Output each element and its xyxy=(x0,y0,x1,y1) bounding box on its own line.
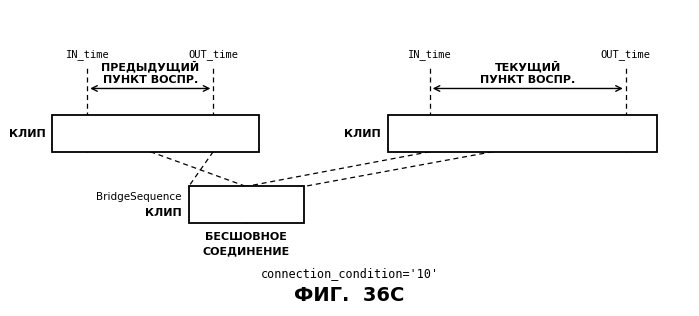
Text: ПУНКТ ВОСПР.: ПУНКТ ВОСПР. xyxy=(103,75,198,85)
Text: КЛИП: КЛИП xyxy=(8,129,45,138)
Bar xyxy=(52,115,259,152)
Text: connection_condition='10': connection_condition='10' xyxy=(261,267,438,280)
Text: IN_time: IN_time xyxy=(408,49,452,60)
Bar xyxy=(189,186,304,223)
Text: ФИГ.  36C: ФИГ. 36C xyxy=(294,286,405,305)
Text: КЛИП: КЛИП xyxy=(344,129,381,138)
Text: ПУНКТ ВОСПР.: ПУНКТ ВОСПР. xyxy=(480,75,575,85)
Text: СОЕДИНЕНИЕ: СОЕДИНЕНИЕ xyxy=(203,246,290,257)
Text: КЛИП: КЛИП xyxy=(145,208,182,217)
Text: BridgeSequence: BridgeSequence xyxy=(96,192,182,202)
Text: OUT_time: OUT_time xyxy=(600,49,651,60)
Text: ПРЕДЫДУЩИЙ: ПРЕДЫДУЩИЙ xyxy=(101,61,199,73)
Text: БЕСШОВНОЕ: БЕСШОВНОЕ xyxy=(206,232,287,242)
Text: ТЕКУЩИЙ: ТЕКУЩИЙ xyxy=(495,61,561,73)
Bar xyxy=(388,115,657,152)
Text: OUT_time: OUT_time xyxy=(188,49,238,60)
Text: IN_time: IN_time xyxy=(66,49,109,60)
